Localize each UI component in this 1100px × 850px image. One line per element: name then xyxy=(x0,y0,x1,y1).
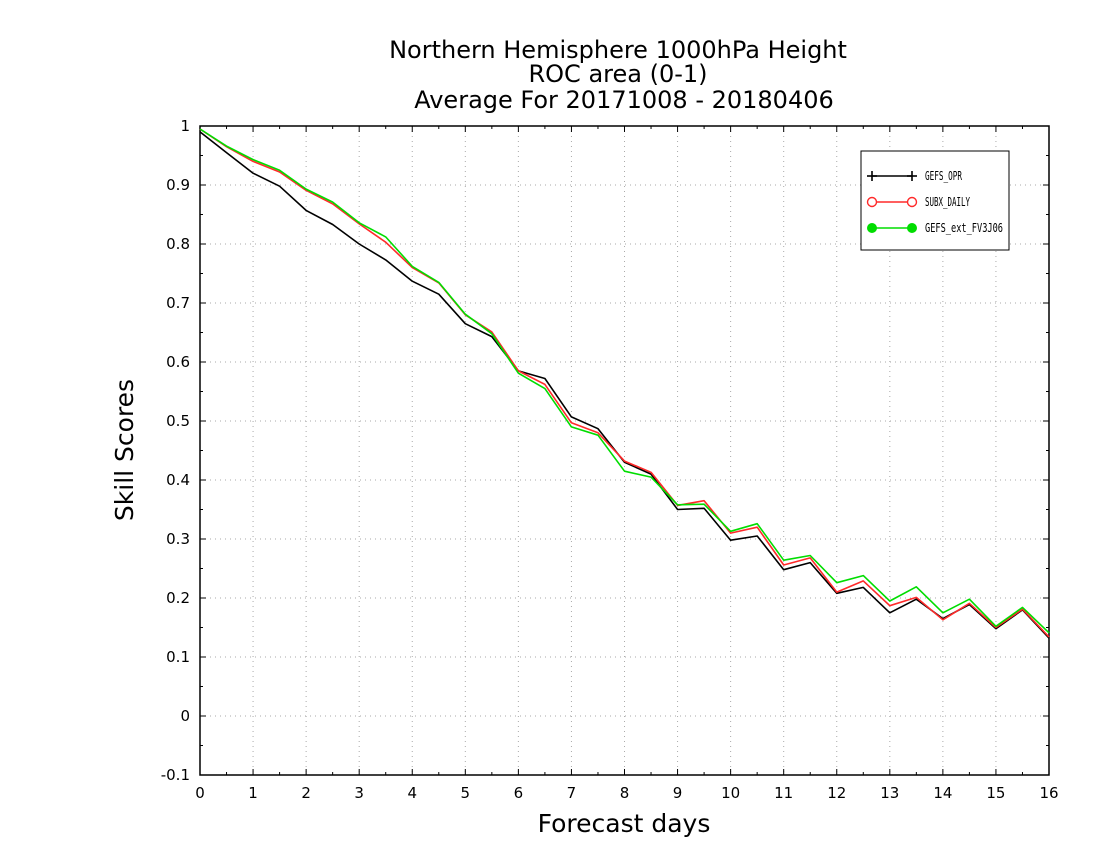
series-line-2 xyxy=(199,128,1050,634)
x-tick-label: 8 xyxy=(620,784,630,802)
legend-marker-filled-circle xyxy=(907,223,917,233)
y-axis-label: Skill Scores xyxy=(110,379,139,521)
y-tick-label: 0.3 xyxy=(166,530,190,548)
x-tick-label: 3 xyxy=(354,784,364,802)
y-tick-label: 0.1 xyxy=(166,648,190,666)
x-tick-label: 13 xyxy=(880,784,899,802)
chart-title-line-3: Average For 20171008 - 20180406 xyxy=(414,86,834,114)
legend-marker-open-circle xyxy=(866,196,878,208)
gridlines xyxy=(200,126,1049,775)
legend-marker-filled-circle xyxy=(867,223,877,233)
y-tick-label: -0.1 xyxy=(161,766,190,784)
y-tick-label: 0 xyxy=(180,707,190,725)
x-tick-label: 9 xyxy=(673,784,683,802)
x-tick-label: 7 xyxy=(567,784,577,802)
x-tick-label: 2 xyxy=(301,784,311,802)
y-tick-label: 0.7 xyxy=(166,294,190,312)
legend-marker-open-circle xyxy=(906,196,918,208)
x-tick-label: 6 xyxy=(514,784,524,802)
y-tick-label: 0.8 xyxy=(166,235,190,253)
legend-label-2: GEFS_ext_FV3J06 xyxy=(925,221,1003,235)
x-tick-label: 12 xyxy=(827,784,846,802)
legend-label-1: SUBX_DAILY xyxy=(925,195,970,209)
chart-title-line-1: Northern Hemisphere 1000hPa Height xyxy=(389,36,847,64)
y-tick-label: 0.4 xyxy=(166,471,190,489)
x-tick-label: 0 xyxy=(195,784,205,802)
y-tick-label: 0.5 xyxy=(166,412,190,430)
x-tick-label: 16 xyxy=(1039,784,1058,802)
x-tick-label: 1 xyxy=(248,784,258,802)
y-tick-label: 1 xyxy=(180,117,190,135)
legend-label-0: GEFS_OPR xyxy=(925,169,962,183)
chart-title-line-2: ROC area (0-1) xyxy=(528,60,707,88)
y-tick-label: 0.9 xyxy=(166,176,190,194)
y-tick-label: 0.6 xyxy=(166,353,190,371)
series-line-1 xyxy=(199,128,1050,638)
y-tick-label: 0.2 xyxy=(166,589,190,607)
legend: GEFS_OPR SUBX_DAILY GEFS_ext_FV3J06 xyxy=(860,150,1010,251)
x-tick-label: 10 xyxy=(721,784,740,802)
x-axis-label: Forecast days xyxy=(538,809,711,838)
x-tick-label: 14 xyxy=(933,784,952,802)
x-tick-label: 4 xyxy=(407,784,417,802)
series-lines xyxy=(199,128,1050,639)
x-tick-label: 11 xyxy=(774,784,793,802)
legend-box xyxy=(860,150,1010,251)
x-tick-label: 5 xyxy=(461,784,471,802)
x-tick-label: 15 xyxy=(986,784,1005,802)
axis-ticks: 0 1 2 3 4 5 6 7 8 9 10 11 12 13 14 15 16-0.100.10.20.30.… xyxy=(161,117,1059,802)
series-line-0 xyxy=(199,131,1050,639)
